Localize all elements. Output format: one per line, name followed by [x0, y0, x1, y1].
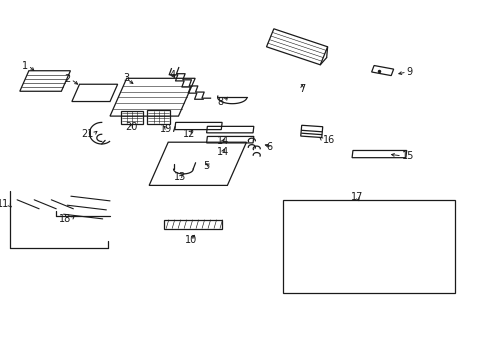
Text: 14: 14: [216, 147, 229, 157]
Text: 16: 16: [322, 135, 334, 145]
Bar: [121, 111, 143, 124]
Text: 20: 20: [124, 122, 137, 132]
Text: 18: 18: [59, 214, 71, 224]
Text: 9: 9: [406, 67, 412, 77]
Text: 3: 3: [123, 73, 129, 84]
Text: 21: 21: [81, 129, 94, 139]
Bar: [146, 110, 170, 124]
Text: 14: 14: [216, 136, 229, 146]
Text: 2: 2: [64, 74, 71, 84]
Text: 17: 17: [350, 192, 363, 202]
Text: 15: 15: [401, 151, 413, 161]
Text: 10: 10: [184, 235, 197, 246]
Text: 1: 1: [22, 60, 28, 71]
Text: 5: 5: [203, 161, 209, 171]
Text: 7: 7: [299, 84, 305, 94]
Text: 4: 4: [169, 69, 175, 80]
Text: 13: 13: [173, 172, 186, 183]
Text: 11: 11: [0, 199, 9, 210]
Text: 8: 8: [217, 96, 224, 107]
Text: 12: 12: [182, 129, 195, 139]
Text: 19: 19: [160, 123, 172, 134]
Text: 6: 6: [266, 142, 272, 152]
